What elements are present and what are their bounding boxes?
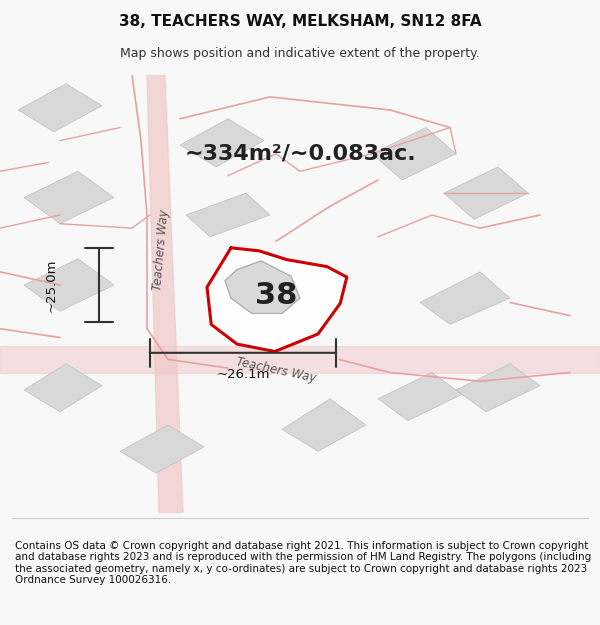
Polygon shape xyxy=(24,364,102,412)
Polygon shape xyxy=(282,399,366,451)
Polygon shape xyxy=(24,171,114,224)
Text: Map shows position and indicative extent of the property.: Map shows position and indicative extent… xyxy=(120,48,480,61)
Polygon shape xyxy=(378,372,462,421)
Polygon shape xyxy=(147,75,183,512)
Text: Teachers Way: Teachers Way xyxy=(151,209,171,291)
Polygon shape xyxy=(120,425,204,473)
Polygon shape xyxy=(456,364,540,412)
Polygon shape xyxy=(225,261,300,314)
Polygon shape xyxy=(24,259,114,311)
Text: 38, TEACHERS WAY, MELKSHAM, SN12 8FA: 38, TEACHERS WAY, MELKSHAM, SN12 8FA xyxy=(119,14,481,29)
Polygon shape xyxy=(186,193,270,237)
Polygon shape xyxy=(180,119,264,167)
Polygon shape xyxy=(444,167,528,219)
Text: 38: 38 xyxy=(255,281,298,309)
Text: ~26.1m: ~26.1m xyxy=(216,368,270,381)
Polygon shape xyxy=(420,272,510,324)
Polygon shape xyxy=(372,127,456,180)
Text: ~25.0m: ~25.0m xyxy=(44,258,58,312)
Text: Contains OS data © Crown copyright and database right 2021. This information is : Contains OS data © Crown copyright and d… xyxy=(15,541,591,586)
Polygon shape xyxy=(0,346,600,372)
Polygon shape xyxy=(207,248,347,351)
Polygon shape xyxy=(18,84,102,132)
Text: Teachers Way: Teachers Way xyxy=(235,356,317,385)
Text: ~334m²/~0.083ac.: ~334m²/~0.083ac. xyxy=(184,144,416,164)
